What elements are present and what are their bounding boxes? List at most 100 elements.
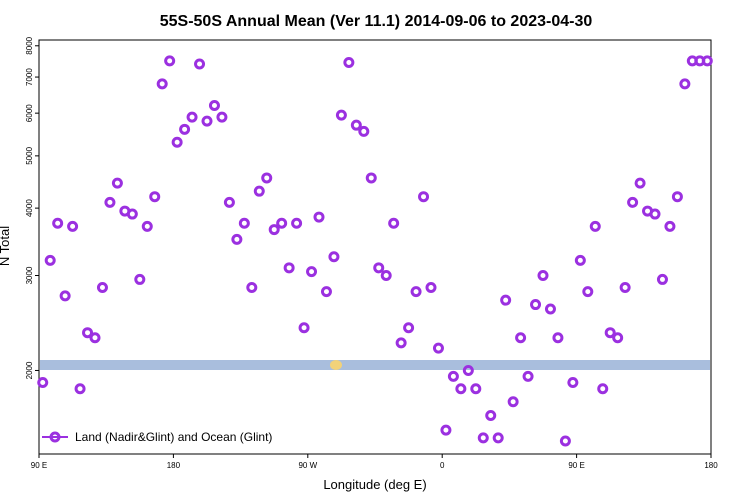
- data-point: [649, 208, 661, 220]
- y-tick-label: 8000: [25, 36, 34, 54]
- data-point: [582, 286, 594, 298]
- data-point: [89, 332, 101, 344]
- data-point: [701, 55, 713, 67]
- data-point: [59, 290, 71, 302]
- data-point: [470, 383, 482, 395]
- data-point: [350, 119, 362, 131]
- data-point: [320, 286, 332, 298]
- data-point: [388, 217, 400, 229]
- data-point: [515, 332, 527, 344]
- data-point: [111, 177, 123, 189]
- data-point: [522, 370, 534, 382]
- plot-frame: [38, 39, 712, 455]
- data-point: [671, 191, 683, 203]
- data-point: [179, 123, 191, 135]
- data-point: [52, 217, 64, 229]
- data-point: [507, 396, 519, 408]
- data-point: [567, 376, 579, 388]
- data-point: [589, 220, 601, 232]
- data-point: [104, 196, 116, 208]
- data-point: [410, 286, 422, 298]
- legend-marker: [49, 431, 61, 443]
- data-point: [664, 220, 676, 232]
- band-land-mark: [330, 360, 342, 370]
- x-tick-label: 180: [704, 461, 718, 470]
- data-point: [276, 217, 288, 229]
- data-point: [216, 111, 228, 123]
- data-point: [477, 432, 489, 444]
- data-point: [425, 282, 437, 294]
- data-point: [171, 136, 183, 148]
- data-point: [186, 111, 198, 123]
- data-point: [298, 322, 310, 334]
- data-point: [530, 299, 542, 311]
- data-point: [500, 294, 512, 306]
- data-point: [126, 208, 138, 220]
- data-point: [74, 383, 86, 395]
- x-axis-label: Longitude (deg E): [323, 477, 426, 492]
- data-point: [365, 172, 377, 184]
- data-point: [656, 273, 668, 285]
- data-point: [574, 254, 586, 266]
- data-point: [634, 177, 646, 189]
- data-point: [246, 282, 258, 294]
- data-point: [462, 364, 474, 376]
- chart-title: 55S-50S Annual Mean (Ver 11.1) 2014-09-0…: [160, 13, 593, 30]
- data-point: [604, 327, 616, 339]
- data-point: [597, 383, 609, 395]
- data-point: [268, 224, 280, 236]
- data-point: [447, 370, 459, 382]
- y-axis: 2000 3000 4000 5000 6000 7000 8000: [25, 36, 39, 379]
- data-points: [37, 55, 713, 447]
- data-point: [552, 332, 564, 344]
- data-point: [313, 211, 325, 223]
- data-point: [96, 282, 108, 294]
- data-point: [44, 254, 56, 266]
- x-axis: 90 E 180 90 W 0 90 E 180: [31, 454, 718, 470]
- data-point: [627, 196, 639, 208]
- data-point: [231, 233, 243, 245]
- data-point: [238, 217, 250, 229]
- data-point: [432, 342, 444, 354]
- data-point: [335, 109, 347, 121]
- data-point: [283, 262, 295, 274]
- data-point: [440, 424, 452, 436]
- y-tick-label: 3000: [25, 266, 34, 284]
- band-rect: [40, 360, 710, 370]
- data-point: [291, 217, 303, 229]
- x-tick-label: 0: [440, 461, 445, 470]
- data-point: [201, 115, 213, 127]
- data-point: [223, 196, 235, 208]
- data-point: [492, 432, 504, 444]
- data-point: [253, 185, 265, 197]
- data-point: [679, 78, 691, 90]
- data-point: [141, 220, 153, 232]
- data-point: [380, 270, 392, 282]
- x-tick-label: 90 E: [568, 461, 584, 470]
- x-tick-label: 180: [167, 461, 181, 470]
- data-point: [418, 191, 430, 203]
- y-tick-label: 7000: [25, 68, 34, 86]
- data-point: [306, 266, 318, 278]
- data-point: [612, 332, 624, 344]
- data-point: [194, 58, 206, 70]
- x-tick-label: 90 W: [298, 461, 317, 470]
- data-point: [403, 322, 415, 334]
- legend: Land (Nadir&Glint) and Ocean (Glint): [42, 430, 272, 444]
- data-point: [455, 383, 467, 395]
- legend-label: Land (Nadir&Glint) and Ocean (Glint): [75, 430, 272, 444]
- data-point: [328, 251, 340, 263]
- y-tick-label: 4000: [25, 199, 34, 217]
- reference-band: [40, 360, 710, 370]
- data-point: [134, 273, 146, 285]
- data-point: [537, 270, 549, 282]
- data-point: [395, 337, 407, 349]
- data-point: [208, 99, 220, 111]
- data-point: [559, 435, 571, 447]
- data-point: [343, 56, 355, 68]
- data-point: [149, 191, 161, 203]
- data-point: [164, 55, 176, 67]
- data-point: [373, 262, 385, 274]
- y-axis-label: N Total: [0, 226, 12, 266]
